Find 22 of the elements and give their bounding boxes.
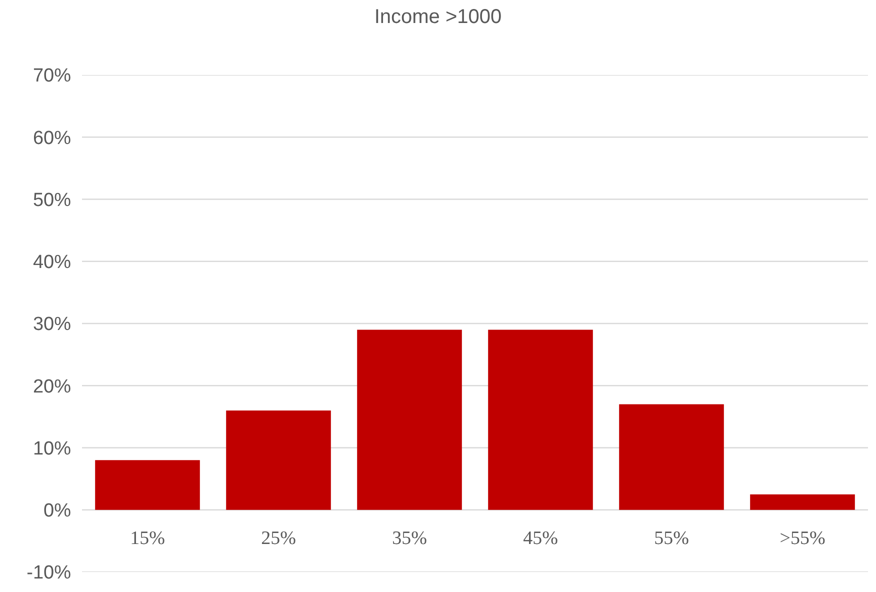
y-tick-label: 50%	[32, 190, 72, 211]
x-tick-label: >55%	[780, 528, 826, 549]
y-tick-label: 40%	[32, 252, 72, 274]
y-tick-label: 70%	[32, 66, 72, 87]
bar	[750, 494, 855, 510]
y-tick-label: 0%	[44, 500, 72, 522]
bar	[226, 410, 331, 510]
bar	[95, 460, 200, 510]
y-tick-label: 20%	[32, 376, 72, 398]
y-tick-label: 60%	[32, 128, 72, 149]
x-tick-label: 45%	[523, 528, 558, 549]
x-tick-label: 15%	[130, 528, 166, 549]
bar	[357, 330, 462, 510]
bar	[488, 330, 593, 510]
x-tick-label: 25%	[261, 528, 296, 549]
x-tick-label: 35%	[392, 528, 428, 549]
y-tick-label: -10%	[26, 562, 72, 584]
x-tick-label: 55%	[654, 528, 690, 549]
y-tick-label: 30%	[32, 314, 72, 336]
chart-title: Income >1000	[374, 6, 502, 28]
bar	[619, 404, 724, 510]
y-tick-label: 10%	[32, 438, 72, 460]
